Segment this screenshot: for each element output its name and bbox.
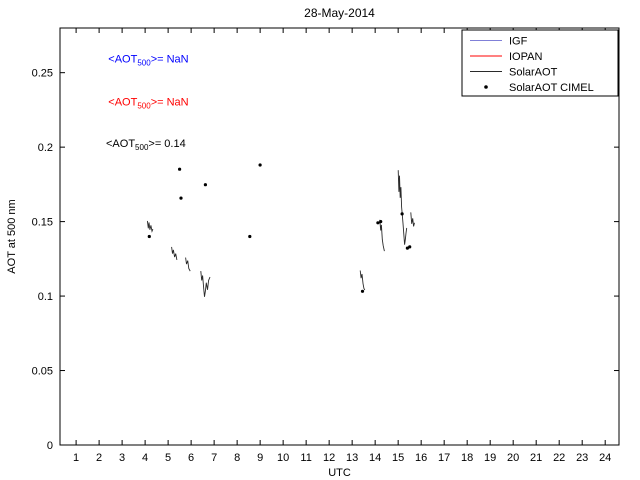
x-tick-label: 3 [119,452,125,464]
x-tick-label: 13 [346,452,358,464]
solaraot-trace [171,246,178,260]
x-tick-label: 22 [553,452,565,464]
legend-label-solaraot-cimel: SolarAOT CIMEL [509,82,594,94]
cimel-point [248,234,252,239]
y-tick-label: 0.05 [32,366,53,378]
x-tick-label: 23 [576,452,588,464]
chart-title: 28-May-2014 [304,6,375,20]
x-tick-label: 10 [277,452,289,464]
legend-label-igf: IGF [509,36,528,48]
legend-sample-solaraot-cimel [484,85,488,89]
x-tick-label: 7 [211,452,217,464]
y-tick-labels: 0 0.05 0.1 0.15 0.2 0.25 [32,68,53,452]
cimel-point [203,183,207,187]
x-tick-label: 24 [599,452,611,464]
annotation-igf-mean: <AOT500>= NaN [108,53,188,67]
cimel-point [178,167,182,171]
y-tick-label: 0.25 [32,68,53,80]
x-tick-label: 4 [142,452,148,464]
x-tick-label: 15 [392,452,404,464]
solaraot-trace [410,212,415,227]
x-tick-label: 14 [369,452,381,464]
cimel-point [179,196,183,200]
axis-ticks [60,28,619,446]
legend: IGF IOPAN SolarAOT SolarAOT CIMEL [461,29,619,97]
cimel-point [408,245,412,249]
x-tick-label: 9 [257,452,263,464]
cimel-point [360,289,365,293]
cimel-point [258,163,262,167]
x-tick-label: 20 [507,452,519,464]
y-tick-label: 0.1 [38,291,53,303]
y-tick-label: 0.15 [32,217,53,229]
y-axis-label: AOT at 500 nm [6,199,18,273]
solaraot-trace [146,220,154,233]
legend-label-solaraot: SolarAOT [509,67,558,79]
x-tick-label: 18 [461,452,473,464]
x-tick-labels: 1 2 3 4 5 6 7 8 9 10 11 12 13 14 15 16 17 18 19 20 21 22 23 24 [73,452,611,464]
x-tick-label: 21 [530,452,542,464]
solaraot-trace [379,219,385,252]
x-tick-label: 11 [300,452,311,464]
cimel-point [379,220,383,224]
cimel-point [147,234,151,239]
x-tick-label: 17 [438,452,450,464]
x-axis-label: UTC [328,467,351,479]
y-tick-label: 0 [47,440,53,452]
x-tick-label: 2 [96,452,102,464]
x-tick-label: 16 [415,452,427,464]
x-tick-label: 1 [73,452,79,464]
series-solaraot-cimel-points [147,163,412,293]
x-tick-label: 5 [165,452,171,464]
x-tick-label: 12 [323,452,335,464]
solaraot-trace [359,270,366,291]
solaraot-trace [200,271,211,297]
x-tick-label: 6 [188,452,194,464]
solaraot-trace [185,257,191,272]
annotation-solaraot-mean: <AOT500>= 0.14 [106,138,186,152]
plot-box [59,27,620,446]
x-tick-label: 19 [484,452,496,464]
y-tick-label: 0.2 [38,142,53,154]
x-tick-label: 8 [234,452,240,464]
cimel-point [400,212,404,216]
cimel-point [376,221,380,225]
annotation-iopan-mean: <AOT500>= NaN [108,96,188,110]
legend-label-iopan: IOPAN [509,51,542,63]
